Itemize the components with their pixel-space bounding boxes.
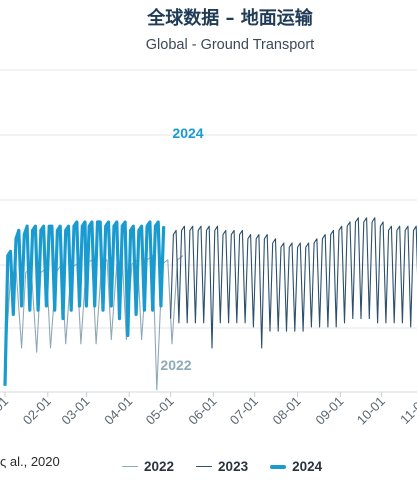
x-tick-label: 06-01 bbox=[185, 394, 219, 428]
legend: 2022 2023 2024 bbox=[122, 459, 322, 474]
legend-item-2023[interactable]: 2023 bbox=[196, 459, 248, 474]
x-tick-label: 11-01 bbox=[397, 394, 417, 427]
grid-lines bbox=[0, 69, 417, 393]
legend-label-2023: 2023 bbox=[218, 459, 249, 474]
legend-swatch-2024 bbox=[270, 464, 287, 469]
x-tick-label: 08-01 bbox=[270, 394, 304, 428]
source-note: ς al., 2020 bbox=[0, 454, 60, 469]
x-tick-label: 09-01 bbox=[312, 394, 346, 428]
series-annotations: 2022 2024 bbox=[160, 125, 203, 373]
legend-item-2022[interactable]: 2022 bbox=[122, 459, 174, 474]
x-tick-label: 02-01 bbox=[20, 394, 54, 428]
annotation-2022: 2022 bbox=[160, 357, 191, 373]
legend-label-2024: 2024 bbox=[292, 459, 323, 474]
legend-label-2022: 2022 bbox=[144, 459, 175, 474]
legend-item-2024[interactable]: 2024 bbox=[270, 459, 322, 474]
x-tick-label: 01-01 bbox=[0, 394, 11, 428]
series-lines bbox=[3, 217, 417, 391]
x-tick-label: 10-01 bbox=[354, 394, 388, 428]
x-tick-label: 07-01 bbox=[227, 394, 261, 428]
x-tick-label: 04-01 bbox=[101, 394, 135, 428]
series-line-2024 bbox=[3, 220, 166, 386]
x-tick-label: 03-01 bbox=[58, 394, 92, 428]
x-axis-ticks: 01-01 02-01 03-01 04-01 05-01 06-01 07-01 08-01… bbox=[0, 392, 417, 428]
chart-subtitle: Global - Ground Transport bbox=[145, 37, 315, 53]
x-tick-label: 05-01 bbox=[143, 394, 177, 428]
annotation-2024: 2024 bbox=[172, 125, 203, 141]
legend-swatch-2022 bbox=[122, 465, 138, 468]
series-line-2023 bbox=[170, 217, 417, 349]
chart-title: 全球数据 – 地面运输 bbox=[147, 8, 313, 29]
legend-swatch-2023 bbox=[196, 465, 213, 468]
